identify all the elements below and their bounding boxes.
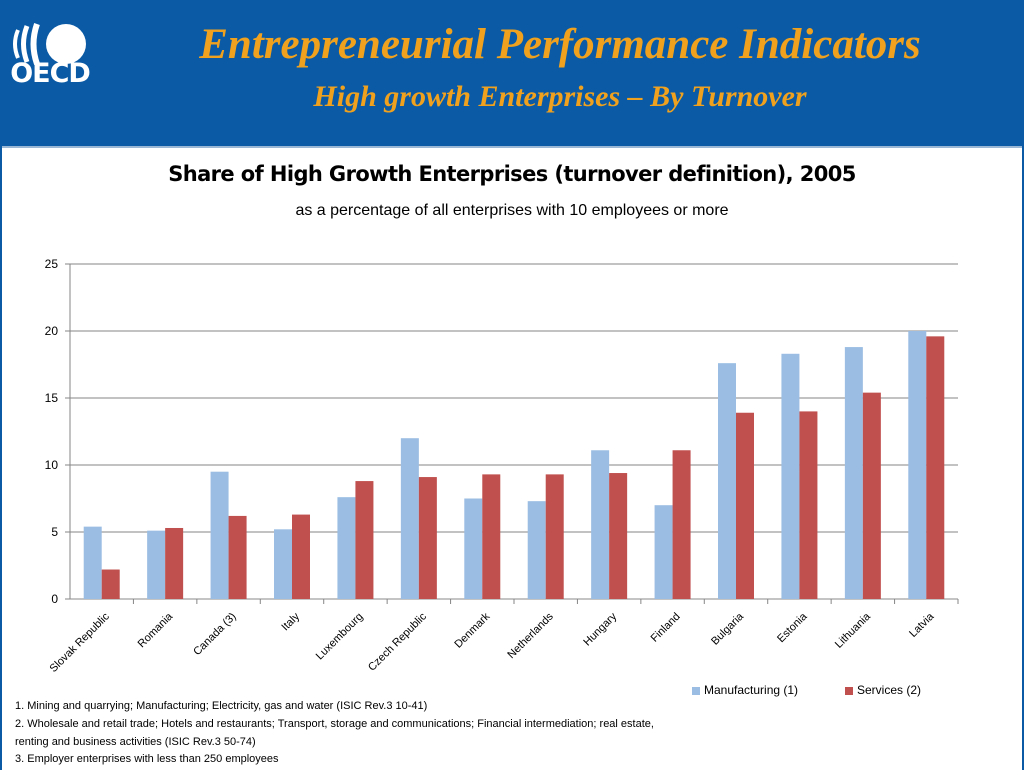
- x-tick-label: Italy: [279, 610, 302, 633]
- bar-manufacturing: [591, 450, 610, 599]
- x-tick-label: Hungary: [581, 610, 619, 648]
- y-tick-label: 25: [45, 257, 59, 271]
- bar-services: [418, 477, 437, 599]
- y-tick-label: 5: [51, 525, 58, 539]
- chart-title: Share of High Growth Enterprises (turnov…: [168, 162, 856, 186]
- y-tick-label: 15: [45, 391, 59, 405]
- x-tick-label: Bulgaria: [709, 610, 747, 648]
- bar-manufacturing: [83, 526, 102, 599]
- x-tick-label: Romania: [136, 610, 176, 650]
- bar-manufacturing: [464, 498, 483, 599]
- x-tick-label: Czech Republic: [366, 610, 429, 673]
- chart-panel: Share of High Growth Enterprises (turnov…: [2, 146, 1022, 770]
- x-tick-label: Netherlands: [505, 610, 556, 661]
- x-tick-label: Estonia: [775, 610, 810, 645]
- legend-swatch-services: [845, 686, 853, 695]
- footnote-3: 3. Employer enterprises with less than 2…: [15, 753, 279, 765]
- bar-manufacturing: [844, 347, 863, 599]
- legend-label-manufacturing: Manufacturing (1): [704, 683, 799, 697]
- x-tick-label: Luxembourg: [314, 611, 366, 663]
- oecd-logo-icon: [13, 23, 86, 65]
- bar-manufacturing: [718, 363, 736, 599]
- x-tick-label: Slovak Republic: [48, 610, 113, 675]
- bar-manufacturing: [210, 471, 229, 599]
- bar-services: [101, 569, 120, 599]
- legend-label-services: Services (2): [857, 683, 922, 697]
- footnote-2: 2. Wholesale and retail trade; Hotels an…: [15, 718, 654, 730]
- bar-chart: 0 5 10 15 20 25 Slovak Republic Romania Canada (…: [45, 257, 959, 675]
- chart-subtitle: as a percentage of all enterprises with …: [295, 202, 729, 219]
- bar-manufacturing: [908, 331, 927, 599]
- bar-services: [545, 474, 564, 599]
- legend-item-services: Services (2): [845, 683, 921, 697]
- x-tick-label: Canada (3): [191, 611, 238, 658]
- x-tick-label: Lithuania: [833, 610, 874, 651]
- logo-text: OECD: [10, 58, 91, 89]
- y-tick-label: 10: [45, 458, 59, 472]
- bar-services: [799, 411, 818, 599]
- bar-manufacturing: [337, 497, 356, 599]
- bar-services: [482, 474, 501, 599]
- bar-manufacturing: [654, 505, 673, 599]
- y-tick-label: 0: [51, 592, 58, 606]
- bar-services: [165, 527, 184, 599]
- footnote-1: 1. Mining and quarrying; Manufacturing; …: [15, 700, 428, 712]
- bar-services: [292, 514, 310, 599]
- bar-services: [609, 473, 628, 599]
- bar-services: [228, 515, 247, 599]
- x-tick-label: Finland: [649, 611, 683, 645]
- bar-manufacturing: [147, 530, 166, 599]
- bar-manufacturing: [527, 501, 546, 599]
- page-title: Entrepreneurial Performance Indicators: [199, 21, 921, 68]
- legend-swatch-manufacturing: [692, 686, 700, 695]
- x-tick-label: Latvia: [907, 610, 937, 640]
- footnote-2-cont: renting and business activities (ISIC Re…: [15, 736, 256, 748]
- bar-services: [862, 392, 881, 599]
- bar-services: [736, 412, 754, 599]
- legend-item-manufacturing: Manufacturing (1): [692, 683, 798, 697]
- bar-manufacturing: [781, 353, 800, 599]
- bar-manufacturing: [400, 438, 419, 599]
- bar-services: [926, 336, 945, 599]
- header-banner: OECD Entrepreneurial Performance Indicat…: [0, 0, 1024, 140]
- x-tick-label: Denmark: [452, 610, 492, 650]
- bar-manufacturing: [274, 529, 292, 599]
- bar-services: [355, 481, 374, 599]
- bar-services: [672, 450, 691, 599]
- y-tick-label: 20: [45, 324, 59, 338]
- page-subtitle: High growth Enterprises – By Turnover: [313, 80, 807, 113]
